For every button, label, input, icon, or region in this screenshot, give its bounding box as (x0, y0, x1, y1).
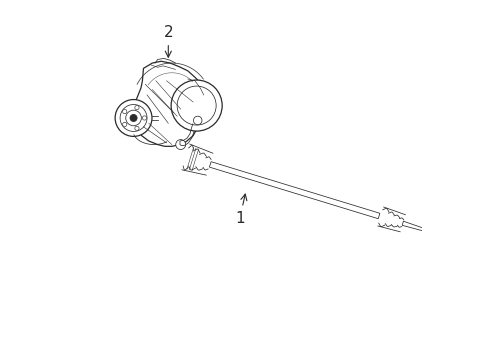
Circle shape (135, 126, 139, 130)
Text: 2: 2 (163, 25, 173, 57)
Text: 1: 1 (235, 194, 246, 225)
Circle shape (122, 109, 126, 114)
Circle shape (115, 100, 152, 136)
Circle shape (130, 114, 137, 122)
Circle shape (142, 116, 146, 120)
Circle shape (135, 105, 139, 110)
Circle shape (122, 122, 126, 126)
Polygon shape (132, 61, 205, 146)
Polygon shape (401, 221, 426, 232)
Circle shape (193, 116, 202, 125)
Polygon shape (209, 162, 379, 219)
Circle shape (175, 140, 185, 149)
Circle shape (171, 80, 222, 131)
